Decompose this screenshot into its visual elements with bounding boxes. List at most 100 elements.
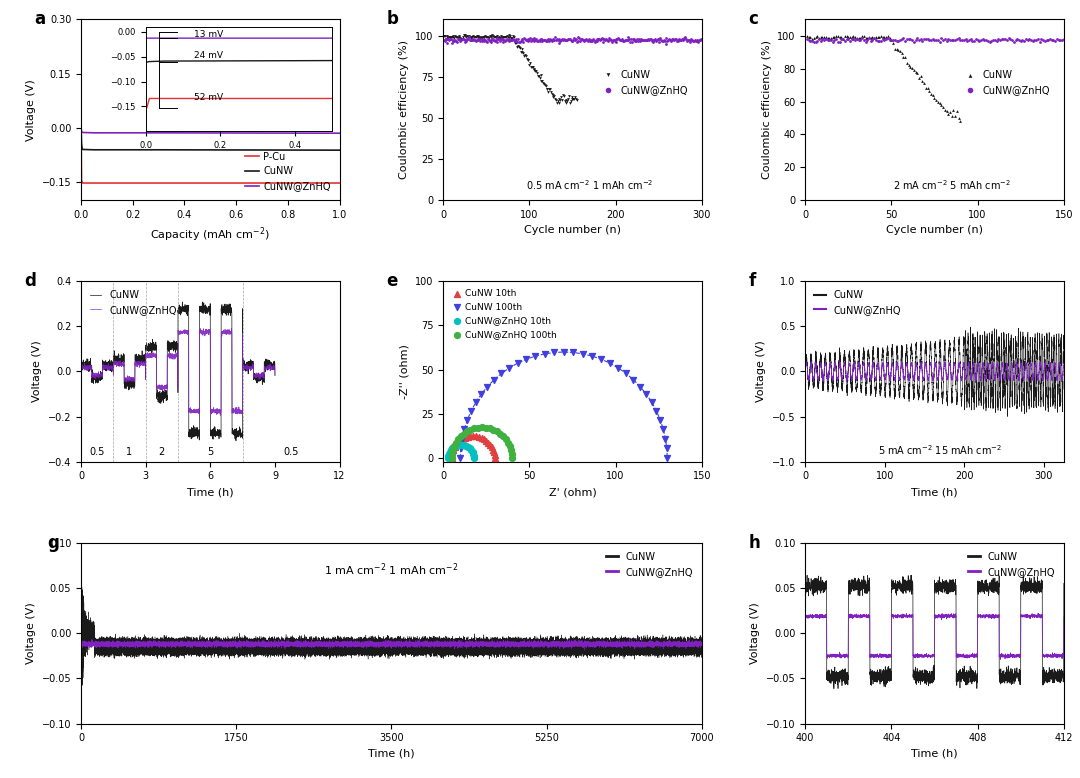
Point: [642, 33, 659, 46]
Point: [917, 82, 934, 94]
Point: [538, 35, 555, 47]
CuNW: [207, 424, 220, 433]
Point: [447, 30, 464, 43]
Point: [896, 51, 914, 63]
Point: [818, 33, 835, 45]
Point: [621, 33, 638, 45]
Point: [489, 30, 507, 42]
Point: [926, 33, 943, 46]
Point: [664, 33, 681, 46]
Point: [566, 33, 583, 46]
Point: [902, 61, 919, 73]
Point: [474, 31, 491, 44]
Point: [873, 30, 890, 42]
Point: [881, 31, 899, 44]
Line: P-Cu: P-Cu: [81, 19, 339, 183]
Point: [1044, 34, 1062, 47]
Point: [552, 94, 569, 107]
CuNW@ZnHQ: [154, 382, 167, 391]
Point: [972, 34, 989, 47]
Point: [960, 33, 977, 46]
Point: [920, 84, 937, 96]
Point: [575, 34, 592, 47]
Point: [950, 32, 968, 44]
CuNW 10th: [485, 443, 502, 456]
Point: [475, 33, 492, 45]
Point: [985, 33, 1002, 46]
Point: [685, 34, 702, 47]
CuNW@ZnHQ: [799, 368, 812, 377]
Point: [687, 35, 704, 47]
CuNW: [696, 643, 708, 652]
Point: [942, 106, 959, 118]
CuNW@ZnHQ 10th: [441, 446, 458, 458]
Point: [559, 33, 577, 45]
Point: [661, 33, 678, 46]
Point: [878, 30, 895, 43]
Point: [613, 33, 631, 45]
Point: [815, 30, 833, 43]
Point: [462, 31, 480, 44]
Point: [929, 96, 946, 108]
Point: [503, 33, 521, 46]
Point: [568, 36, 585, 48]
Point: [482, 30, 499, 43]
Point: [873, 34, 890, 47]
Point: [620, 31, 637, 44]
Point: [1050, 33, 1067, 46]
Point: [435, 33, 453, 46]
Point: [563, 34, 580, 47]
Point: [469, 31, 486, 44]
Point: [561, 89, 578, 102]
Point: [572, 33, 590, 45]
Point: [819, 33, 836, 46]
CuNW@ZnHQ: [75, 123, 87, 132]
CuNW: [1057, 344, 1070, 353]
Point: [554, 33, 571, 46]
CuNW: [154, 397, 167, 406]
Point: [943, 33, 960, 46]
Point: [437, 31, 455, 44]
Point: [531, 33, 549, 45]
Point: [549, 33, 566, 46]
Point: [591, 33, 608, 45]
Point: [534, 75, 551, 88]
Point: [463, 31, 481, 44]
Point: [848, 33, 865, 46]
CuNW@ZnHQ 100th: [499, 436, 516, 449]
CuNW: [1001, 412, 1014, 421]
CuNW 100th: [456, 423, 473, 436]
Point: [477, 31, 495, 44]
Point: [666, 33, 684, 45]
Point: [565, 93, 582, 105]
Point: [531, 72, 549, 84]
Point: [644, 35, 661, 47]
Point: [995, 33, 1012, 46]
CuNW: [75, 626, 87, 635]
Point: [476, 35, 494, 47]
Point: [859, 34, 876, 47]
Point: [681, 36, 699, 48]
Point: [512, 46, 529, 58]
Point: [514, 46, 531, 58]
Point: [822, 34, 839, 47]
Point: [907, 33, 924, 46]
Point: [864, 34, 881, 47]
Point: [437, 33, 455, 46]
Point: [526, 32, 543, 44]
Point: [562, 33, 579, 45]
Point: [532, 33, 550, 46]
Point: [1049, 33, 1066, 45]
CuNW: [951, 355, 964, 364]
Point: [440, 33, 457, 45]
CuNW 100th: [658, 442, 675, 454]
CuNW 100th: [509, 357, 526, 370]
Point: [827, 30, 845, 42]
X-axis label: Time (h): Time (h): [368, 748, 415, 759]
Point: [556, 33, 573, 46]
CuNW@ZnHQ 100th: [481, 422, 498, 435]
Point: [579, 35, 596, 47]
Point: [501, 33, 518, 45]
Point: [548, 94, 565, 107]
Point: [998, 34, 1015, 47]
